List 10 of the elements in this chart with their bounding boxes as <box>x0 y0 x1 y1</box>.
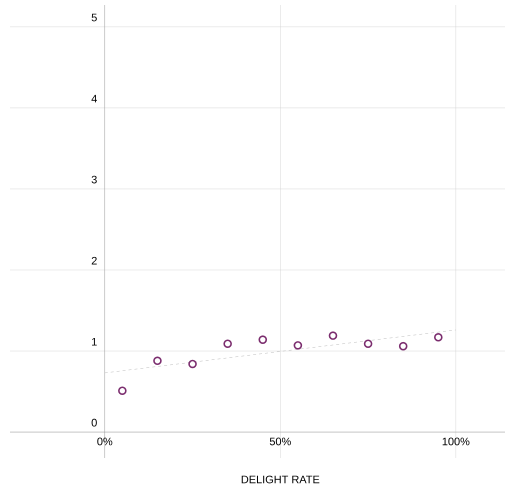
x-tick-label: 100% <box>442 438 470 446</box>
x-tick-label: 50% <box>270 438 291 446</box>
y-tick-label: 5 <box>92 14 97 22</box>
y-tick-label: 3 <box>92 176 97 184</box>
y-tick-label: 4 <box>91 94 97 102</box>
x-tick-label: 0% <box>97 438 112 446</box>
x-axis-title: DELIGHT RATE <box>242 476 320 484</box>
y-tick-label: 0 <box>92 418 97 427</box>
y-tick-label: 1 <box>92 338 97 346</box>
y-tick-label: 2 <box>92 256 97 264</box>
